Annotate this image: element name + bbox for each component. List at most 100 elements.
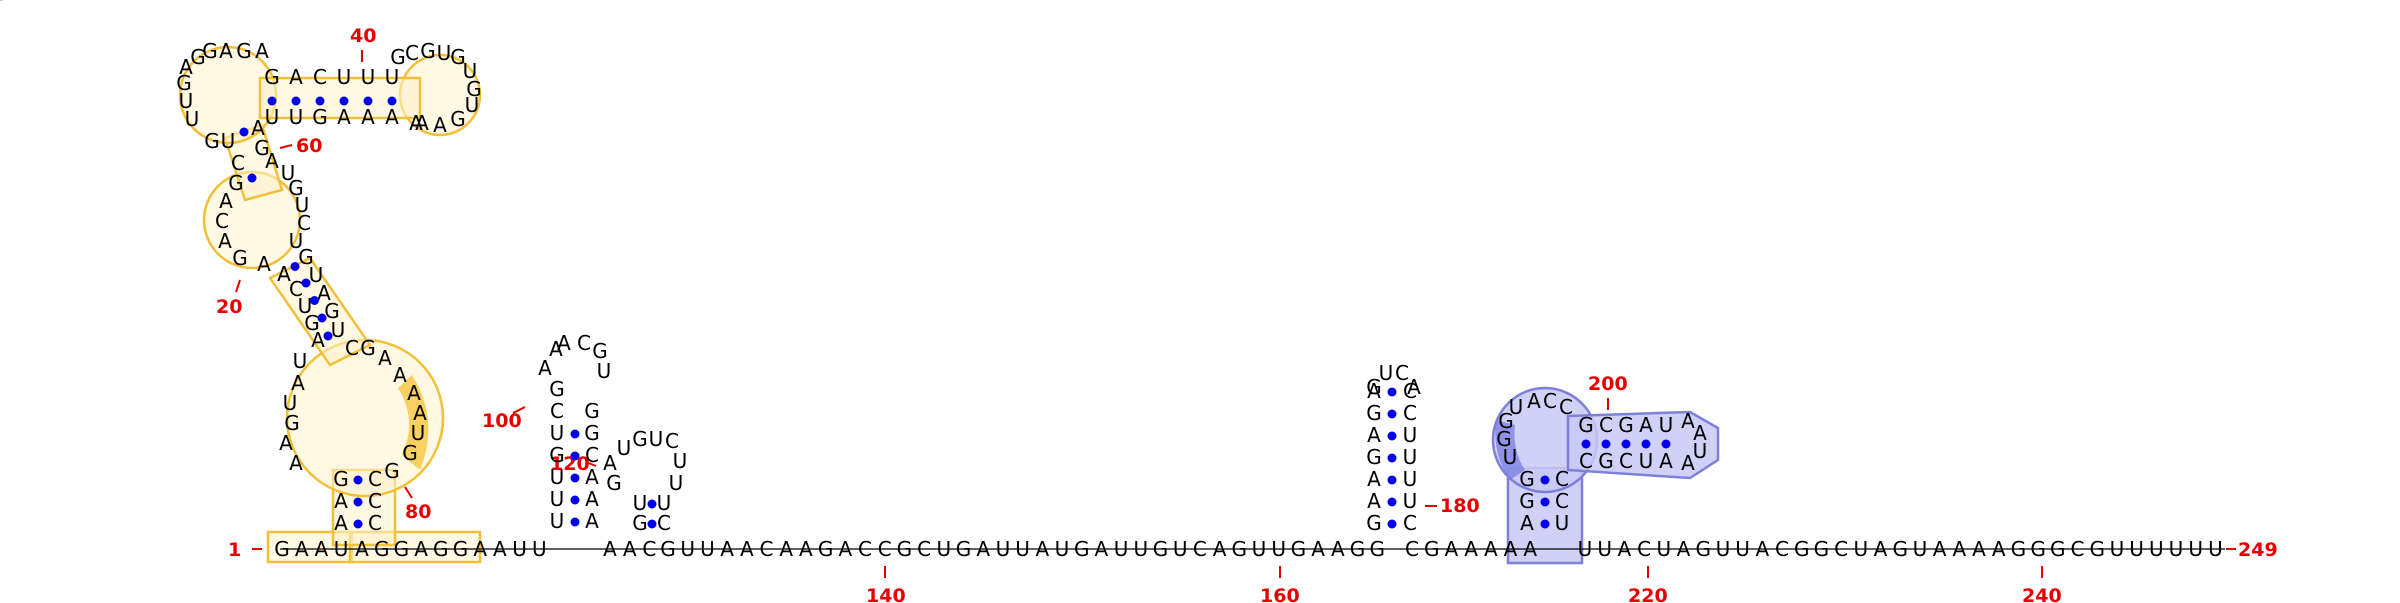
nucleotide-stem: U xyxy=(265,105,280,129)
nucleotide-stem: C xyxy=(289,277,303,301)
nucleotide-stem: U xyxy=(331,318,346,342)
nucleotide-loop: C xyxy=(577,331,591,355)
nucleotide-backbone: U xyxy=(1252,537,1267,561)
nucleotide-stem: G xyxy=(254,136,270,160)
nucleotide-stem: G xyxy=(549,443,565,467)
nucleotide-backbone: U xyxy=(2129,537,2144,561)
label-100: 100 xyxy=(482,410,522,432)
nucleotide-backbone: A xyxy=(1618,537,1632,561)
base-pair-dot xyxy=(315,96,325,106)
nucleotide-loop: A xyxy=(255,39,269,63)
nucleotide-backbone: C xyxy=(1637,537,1651,561)
nucleotide-stem: C xyxy=(585,443,599,467)
label-60: 60 xyxy=(296,135,322,157)
base-pair-dot xyxy=(1641,439,1651,449)
nucleotide-stem: A xyxy=(1639,413,1653,437)
nucleotide-stem: U xyxy=(1555,511,1570,535)
nucleotide-loop: U xyxy=(1693,439,1708,463)
nucleotide-backbone: U xyxy=(1055,537,1070,561)
nucleotide-loop: G xyxy=(190,45,206,69)
nucleotide-stem: G xyxy=(324,299,340,323)
nucleotide-loop: A xyxy=(413,401,427,425)
nucleotide-loop: G xyxy=(390,45,406,69)
nucleotide-backbone: G xyxy=(2089,537,2105,561)
nucleotide-backbone: C xyxy=(1834,537,1848,561)
highlight-region-yellow xyxy=(178,45,482,564)
nucleotide-backbone: A xyxy=(315,537,329,561)
nucleotide-backbone: U xyxy=(1913,537,1928,561)
base-pair-dot xyxy=(647,519,657,529)
nucleotide-backbone: U xyxy=(1173,537,1188,561)
nucleotide-loop: C xyxy=(1559,395,1573,419)
nucleotide-backbone: G xyxy=(374,537,390,561)
nucleotide-stem: A xyxy=(1367,423,1381,447)
nucleotide-backbone: G xyxy=(1291,537,1307,561)
nucleotide-loop: C xyxy=(345,336,359,360)
nucleotide-loop: G xyxy=(420,39,436,63)
nucleotide-loop: A xyxy=(538,356,552,380)
base-pair-dot xyxy=(267,96,277,106)
nucleotide-backbone: A xyxy=(1484,537,1498,561)
base-pair-dot xyxy=(1581,439,1591,449)
nucleotide-loop: U xyxy=(411,421,426,445)
nucleotide-stem: G xyxy=(304,311,320,335)
position-labels: 1 249 20 40 60 80 100 120 140 160 180 20… xyxy=(216,25,2278,603)
nucleotide-backbone: A xyxy=(740,537,754,561)
base-pair-dot xyxy=(291,96,301,106)
nucleotide-backbone: G xyxy=(956,537,972,561)
nucleotide-backbone: C xyxy=(878,537,892,561)
nucleotide-loop: G xyxy=(632,427,648,451)
nucleotide-stem: G xyxy=(1366,445,1382,469)
nucleotide-stem: G xyxy=(333,467,349,491)
nucleotide-loop: A xyxy=(279,431,293,455)
base-pair-dot xyxy=(1540,475,1550,485)
nucleotide-backbone: A xyxy=(976,537,990,561)
nucleotide-loop: U xyxy=(649,427,664,451)
nucleotide-backbone: U xyxy=(1597,537,1612,561)
nucleotide-loop: C xyxy=(1543,389,1557,413)
label-240: 240 xyxy=(2022,585,2062,603)
base-pair-dot xyxy=(247,173,257,183)
nucleotide-stem: C xyxy=(1579,449,1593,473)
nucleotide-loop: G xyxy=(236,39,252,63)
nucleotide-stem: U xyxy=(361,65,376,89)
base-pair-dot xyxy=(570,451,580,461)
nucleotide-backbone: C xyxy=(917,537,931,561)
nucleotide-backbone: G xyxy=(1350,537,1366,561)
nucleotide-loop: A xyxy=(557,331,571,355)
nucleotide-loop: U xyxy=(465,93,480,117)
nucleotide-loop: A xyxy=(407,381,421,405)
nucleotide-backbone: A xyxy=(1095,537,1109,561)
nucleotide-backbone: G xyxy=(2011,537,2027,561)
nucleotide-stem: U xyxy=(1403,423,1418,447)
base-pair-dot xyxy=(1661,439,1671,449)
nucleotide-backbone: U xyxy=(2169,537,2184,561)
base-pair-dot xyxy=(239,127,249,137)
label-140: 140 xyxy=(866,585,906,603)
nucleotide-stem: A xyxy=(1367,467,1381,491)
nucleotide-stem: C xyxy=(1403,401,1417,425)
base-pair-dot xyxy=(1387,519,1397,529)
nucleotide-loop: U xyxy=(283,391,298,415)
nucleotide-stem: A xyxy=(251,116,265,140)
base-pair-dot xyxy=(1387,431,1397,441)
nucleotide-backbone: A xyxy=(623,537,637,561)
nucleotide-stem: G xyxy=(632,511,648,535)
nucleotide-stem: U xyxy=(550,465,565,489)
nucleotide-loop: G xyxy=(360,336,376,360)
nucleotide-stem: G xyxy=(1366,401,1382,425)
nucleotide-backbone: A xyxy=(295,537,309,561)
nucleotide-loop: U xyxy=(293,349,308,373)
nucleotide-stem: U xyxy=(221,129,236,153)
nucleotide-stem: C xyxy=(368,511,382,535)
nucleotide-backbone: A xyxy=(1035,537,1049,561)
nucleotide-loop: A xyxy=(1407,375,1421,399)
nucleotide-backbone: C xyxy=(2071,537,2085,561)
nucleotide-backbone: C xyxy=(1193,537,1207,561)
nucleotide-loop: G xyxy=(450,45,466,69)
base-pair-dot xyxy=(353,519,363,529)
nucleotide-backbone: A xyxy=(473,537,487,561)
nucleotide-backbone: A xyxy=(1933,537,1947,561)
nucleotide-stem: G xyxy=(204,129,220,153)
